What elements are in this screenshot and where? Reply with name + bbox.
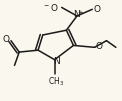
Text: +: + xyxy=(77,10,83,16)
Text: O: O xyxy=(93,5,101,14)
Text: O: O xyxy=(96,42,103,51)
Text: $^-$O: $^-$O xyxy=(42,2,59,13)
Text: O: O xyxy=(3,35,10,44)
Text: CH$_3$: CH$_3$ xyxy=(48,75,64,88)
Text: N: N xyxy=(74,10,80,19)
Text: N: N xyxy=(53,57,60,66)
